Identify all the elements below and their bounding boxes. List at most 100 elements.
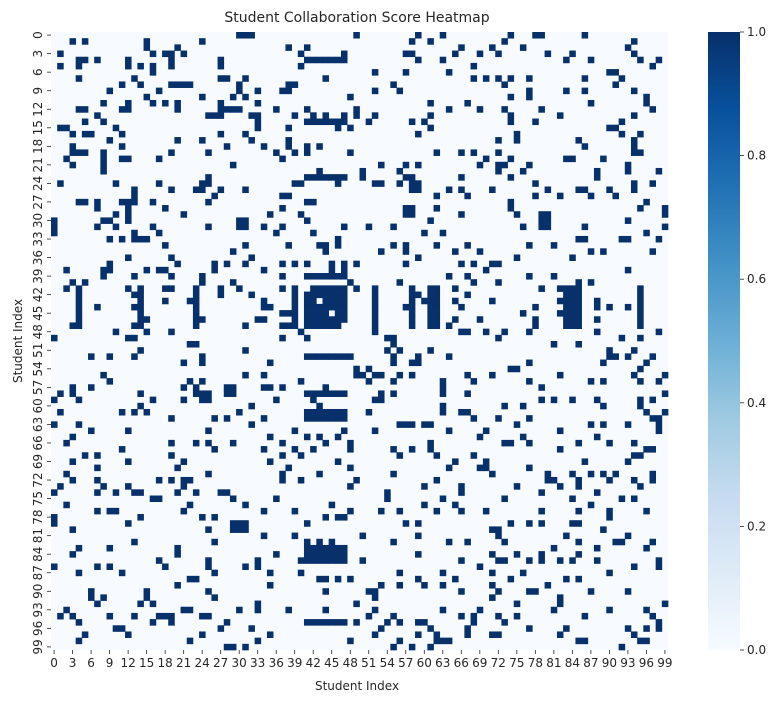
- heatmap-cell: [587, 588, 595, 595]
- heatmap-cell: [291, 316, 299, 323]
- heatmap-cell: [415, 353, 422, 360]
- heatmap-cell: [118, 625, 126, 632]
- heatmap-cell: [186, 637, 194, 645]
- heatmap-cell: [649, 415, 657, 422]
- heatmap-cell: [328, 408, 336, 416]
- heatmap-cell: [408, 421, 416, 428]
- heatmap-cell: [630, 563, 638, 571]
- heatmap-cell: [229, 161, 237, 169]
- heatmap-cell: [162, 242, 169, 249]
- heatmap-cell: [279, 384, 286, 391]
- heatmap-cell: [310, 544, 317, 552]
- heatmap-cell: [606, 353, 613, 360]
- heatmap-cell: [242, 32, 249, 39]
- heatmap-cell: [143, 408, 151, 416]
- heatmap-cell: [137, 402, 144, 410]
- heatmap-cell: [489, 260, 496, 268]
- heatmap-cell: [581, 143, 589, 150]
- heatmap-cell: [180, 507, 188, 515]
- heatmap-cell: [303, 538, 311, 546]
- heatmap-cell: [371, 588, 379, 595]
- heatmap-cell: [75, 106, 83, 113]
- heatmap-cell: [606, 569, 613, 577]
- heatmap-cell: [470, 149, 478, 156]
- heatmap-cell: [415, 551, 422, 558]
- heatmap-cell: [630, 347, 638, 354]
- heatmap-cell: [630, 143, 638, 150]
- y-tick-label: 66: [31, 435, 45, 450]
- heatmap-cell: [322, 303, 329, 311]
- heatmap-cell: [223, 143, 231, 150]
- heatmap-cell: [581, 223, 589, 231]
- heatmap-cell: [236, 106, 243, 113]
- heatmap-cell: [365, 223, 373, 231]
- heatmap-cell: [544, 186, 552, 194]
- heatmap-cell: [378, 180, 385, 187]
- heatmap-cell: [390, 242, 397, 249]
- heatmap-cell: [310, 557, 317, 564]
- heatmap-cell: [606, 69, 613, 76]
- heatmap-cell: [421, 421, 428, 428]
- heatmap-cell: [390, 612, 397, 620]
- heatmap-cell: [408, 118, 416, 126]
- heatmap-cell: [273, 106, 280, 113]
- heatmap-cell: [569, 316, 576, 323]
- heatmap-cell: [180, 396, 188, 404]
- heatmap-cell: [155, 87, 163, 95]
- x-tick-label: 30: [232, 656, 247, 670]
- heatmap-cell: [310, 56, 317, 64]
- heatmap-cell: [482, 75, 490, 82]
- heatmap-cell: [538, 396, 545, 404]
- heatmap-cell: [125, 483, 132, 490]
- heatmap-cell: [88, 130, 95, 138]
- heatmap-cell: [322, 353, 329, 360]
- heatmap-cell: [649, 248, 657, 255]
- heatmap-cell: [507, 198, 515, 206]
- heatmap-cell: [538, 489, 545, 496]
- heatmap-cell: [186, 476, 194, 484]
- heatmap-cell: [174, 489, 181, 496]
- heatmap-cell: [365, 612, 373, 620]
- heatmap-cell: [563, 291, 570, 299]
- heatmap-cell: [143, 44, 151, 51]
- heatmap-cell: [137, 235, 144, 243]
- heatmap-cell: [501, 402, 508, 410]
- heatmap-cell: [649, 353, 657, 360]
- heatmap-cell: [285, 192, 292, 200]
- y-axis-label: Student Index: [11, 299, 25, 383]
- heatmap-cell: [544, 217, 552, 224]
- heatmap-cell: [63, 285, 70, 292]
- heatmap-cell: [223, 619, 231, 626]
- heatmap-cell: [279, 192, 286, 200]
- heatmap-cell: [205, 427, 212, 435]
- heatmap-cell: [155, 155, 163, 163]
- heatmap-cell: [593, 557, 601, 564]
- heatmap-cell: [310, 118, 317, 126]
- heatmap-cell: [569, 155, 576, 163]
- x-tick-label: 78: [528, 656, 543, 670]
- heatmap-cell: [260, 415, 268, 422]
- y-tick-label: 90: [31, 584, 45, 599]
- heatmap-cell: [495, 588, 502, 595]
- x-tick-label: 84: [565, 656, 580, 670]
- heatmap-cell: [427, 310, 434, 317]
- heatmap-cell: [556, 600, 564, 608]
- heatmap-cell: [340, 50, 348, 58]
- heatmap-cell: [279, 334, 286, 342]
- heatmap-cell: [316, 167, 323, 175]
- heatmap-cell: [334, 551, 342, 558]
- heatmap-cell: [174, 582, 181, 589]
- heatmap-cell: [328, 316, 336, 323]
- heatmap-cell: [260, 297, 268, 305]
- heatmap-cell: [137, 297, 144, 305]
- heatmap-cell: [57, 50, 64, 58]
- heatmap-cell: [649, 476, 657, 484]
- heatmap-cell: [322, 408, 329, 416]
- heatmap-cell: [575, 322, 582, 329]
- heatmap-cell: [316, 390, 323, 397]
- heatmap-cell: [637, 316, 644, 323]
- heatmap-cell: [131, 235, 138, 243]
- x-tick-label: 96: [639, 656, 654, 670]
- heatmap-cell: [612, 470, 619, 478]
- heatmap-cell: [248, 402, 255, 410]
